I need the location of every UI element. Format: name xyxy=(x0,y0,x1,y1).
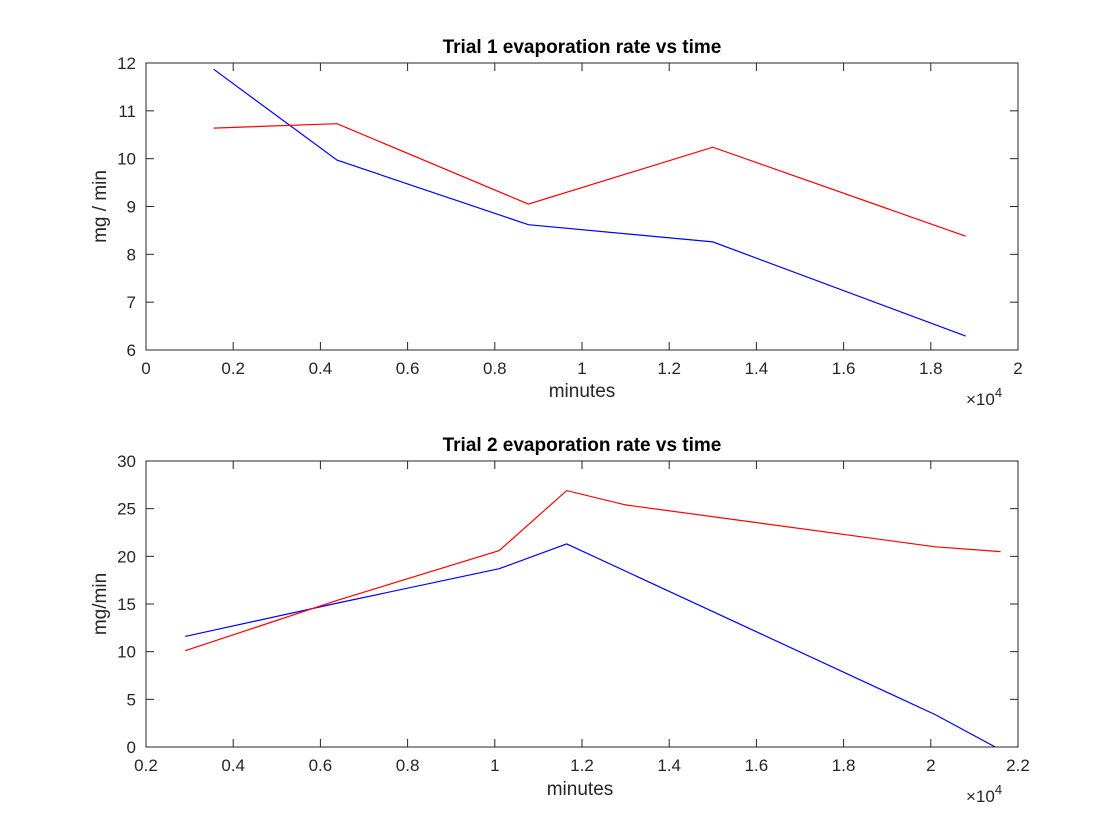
subplot-2-ylabel: mg/min xyxy=(90,573,111,635)
y-tick-label: 25 xyxy=(117,500,136,519)
x-tick-label: 1.2 xyxy=(657,359,681,378)
subplot-1-lines xyxy=(213,68,966,337)
series-line-2 xyxy=(185,489,1001,652)
y-tick-label: 6 xyxy=(127,341,136,360)
x-tick-label: 0.4 xyxy=(309,359,333,378)
y-tick-label: 30 xyxy=(117,452,136,471)
subplot-2-title: Trial 2 evaporation rate vs time xyxy=(443,435,722,456)
subplot-2-yticks: 0 5 10 15 20 25 30 xyxy=(117,452,1018,757)
subplot-2-x-exponent: ×104 xyxy=(966,782,1002,806)
subplot-2-xlabel: minutes xyxy=(547,779,614,800)
subplot-1-yticks: 6 7 8 9 10 11 12 xyxy=(117,54,1018,360)
subplot-2-xticks: 0.2 0.4 0.6 0.8 1 1.2 1.4 1.6 1.8 2 2.2 xyxy=(134,461,1030,775)
y-tick-label: 10 xyxy=(117,643,136,662)
subplot-2-x-exponent-power: 4 xyxy=(995,782,1002,797)
subplot-1-xlabel: minutes xyxy=(549,381,616,402)
x-tick-label: 1.6 xyxy=(832,359,856,378)
x-tick-label: 0 xyxy=(141,359,150,378)
subplot-2: Trial 2 evaporation rate vs time minutes… xyxy=(90,435,1030,806)
x-tick-label: 1.6 xyxy=(745,756,769,775)
x-tick-label: 1 xyxy=(577,359,586,378)
x-tick-label: 0.4 xyxy=(221,756,245,775)
x-tick-label: 1.4 xyxy=(657,756,681,775)
x-tick-label: 2 xyxy=(926,756,935,775)
y-tick-label: 20 xyxy=(117,547,136,566)
subplot-1-title: Trial 1 evaporation rate vs time xyxy=(443,37,722,58)
x-tick-label: 1.4 xyxy=(745,359,769,378)
y-tick-label: 7 xyxy=(127,293,136,312)
x-tick-label: 0.2 xyxy=(221,359,245,378)
x-tick-label: 0.8 xyxy=(396,756,420,775)
x-tick-label: 0.2 xyxy=(134,756,158,775)
x-tick-label: 0.6 xyxy=(309,756,333,775)
series-line-1 xyxy=(213,68,966,337)
subplot-1-x-exponent-power: 4 xyxy=(995,385,1002,400)
subplot-1-xticks: 0 0.2 0.4 0.6 0.8 1 1.2 1.4 1.6 1.8 2 xyxy=(141,63,1023,378)
y-tick-label: 12 xyxy=(117,54,136,73)
subplot-1-ylabel: mg / min xyxy=(90,170,111,243)
y-tick-label: 15 xyxy=(117,595,136,614)
series-line-2 xyxy=(213,123,966,237)
y-tick-label: 0 xyxy=(127,738,136,757)
subplot-2-x-exponent-base: ×10 xyxy=(966,787,995,806)
subplot-1-x-exponent-base: ×10 xyxy=(966,390,995,409)
x-tick-label: 1.8 xyxy=(919,359,943,378)
subplot-1: Trial 1 evaporation rate vs time minutes… xyxy=(90,37,1023,409)
subplot-2-lines xyxy=(185,489,1001,747)
x-tick-label: 2 xyxy=(1013,359,1022,378)
x-tick-label: 2.2 xyxy=(1006,756,1030,775)
y-tick-label: 5 xyxy=(127,690,136,709)
x-tick-label: 1.8 xyxy=(832,756,856,775)
x-tick-label: 1.2 xyxy=(570,756,594,775)
x-tick-label: 0.8 xyxy=(483,359,507,378)
x-tick-label: 1 xyxy=(490,756,499,775)
axes-box-2 xyxy=(145,460,1019,748)
y-tick-label: 8 xyxy=(127,245,136,264)
subplot-1-x-exponent: ×104 xyxy=(966,385,1002,409)
x-tick-label: 0.6 xyxy=(396,359,420,378)
axes-box-1 xyxy=(145,62,1019,351)
y-tick-label: 9 xyxy=(127,198,136,217)
y-tick-label: 11 xyxy=(118,102,136,121)
y-tick-label: 10 xyxy=(117,150,136,169)
